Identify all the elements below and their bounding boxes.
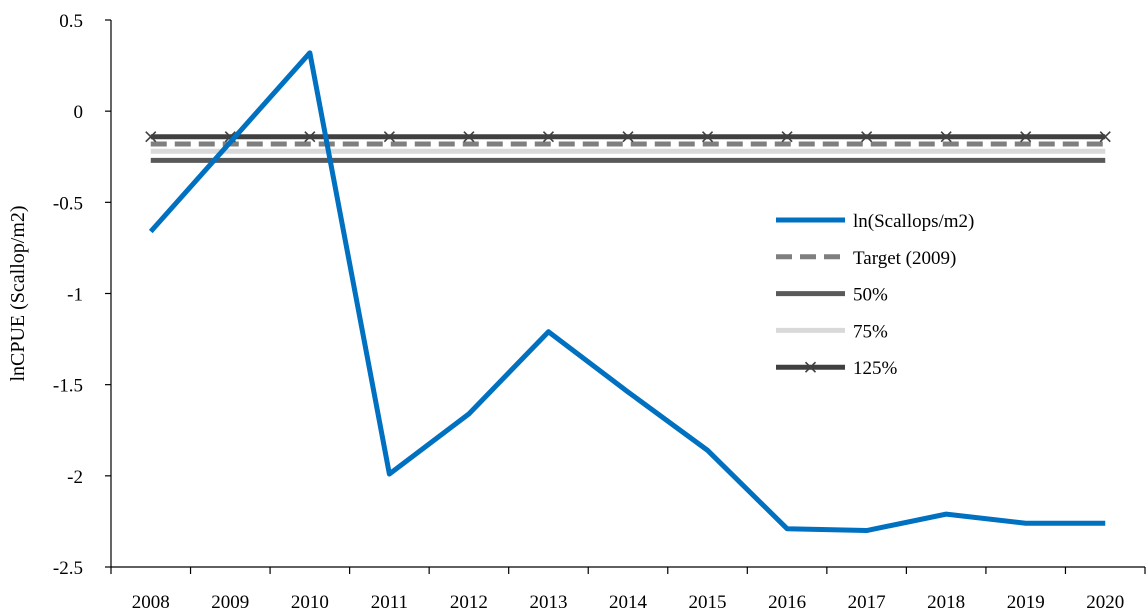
legend-label: 50% bbox=[853, 285, 888, 306]
x-tick-label: 2009 bbox=[211, 592, 249, 613]
x-tick-label: 2010 bbox=[291, 592, 329, 613]
x-tick-label: 2013 bbox=[529, 592, 567, 613]
series-line-ln-scallops-m2 bbox=[148, 50, 1106, 534]
series-point-marker bbox=[463, 131, 475, 143]
legend-label: 125% bbox=[853, 358, 898, 379]
y-tick-label: 0.5 bbox=[59, 11, 83, 32]
legend-label: Target (2009) bbox=[853, 248, 956, 269]
series-point-marker bbox=[542, 131, 555, 143]
y-tick-label: -1 bbox=[67, 285, 83, 306]
y-tick-label: -2.5 bbox=[53, 558, 83, 579]
x-tick-label: 2011 bbox=[371, 592, 408, 613]
x-tick-label: 2017 bbox=[848, 592, 886, 613]
y-tick-label: -0.5 bbox=[53, 193, 83, 214]
x-tick-label: 2008 bbox=[132, 592, 170, 613]
x-tick-label: 2019 bbox=[1007, 592, 1045, 613]
x-tick-label: 2018 bbox=[927, 592, 965, 613]
legend-label: 75% bbox=[853, 321, 888, 342]
y-ticks: 0.5 0 -0.5 -1 -1.5 -2 -2.5 bbox=[53, 11, 111, 579]
y-tick-label: -2 bbox=[67, 467, 83, 488]
series-point-marker bbox=[861, 131, 873, 143]
series-point-marker bbox=[940, 131, 952, 143]
series-point-marker bbox=[383, 131, 395, 143]
legend: ln(Scallops/m2) Target (2009) 50% 75% 125% bbox=[776, 211, 974, 379]
series-point-marker bbox=[304, 131, 316, 143]
x-tick-label: 2012 bbox=[450, 592, 488, 613]
y-tick-label: -1.5 bbox=[53, 376, 83, 397]
series-point-marker bbox=[804, 361, 817, 373]
series-point-marker bbox=[145, 131, 157, 143]
y-axis-title: lnCPUE (Scallop/m2) bbox=[7, 205, 29, 381]
x-ticks: 2008 2009 2010 2011 2012 2013 2014 2015 2016 2017… bbox=[110, 567, 1146, 613]
legend-label: ln(Scallops/m2) bbox=[853, 211, 974, 232]
series-point-marker bbox=[1099, 131, 1111, 143]
series-point-marker bbox=[622, 131, 634, 143]
plot-lines bbox=[145, 50, 1111, 534]
y-tick-label: 0 bbox=[74, 102, 84, 123]
x-tick-label: 2014 bbox=[609, 592, 648, 613]
series-point-marker bbox=[701, 131, 714, 143]
series-point-marker bbox=[1020, 131, 1032, 143]
x-tick-label: 2016 bbox=[768, 592, 806, 613]
series-point-marker bbox=[781, 131, 793, 143]
x-tick-label: 2020 bbox=[1086, 592, 1124, 613]
x-tick-label: 2015 bbox=[689, 592, 727, 613]
